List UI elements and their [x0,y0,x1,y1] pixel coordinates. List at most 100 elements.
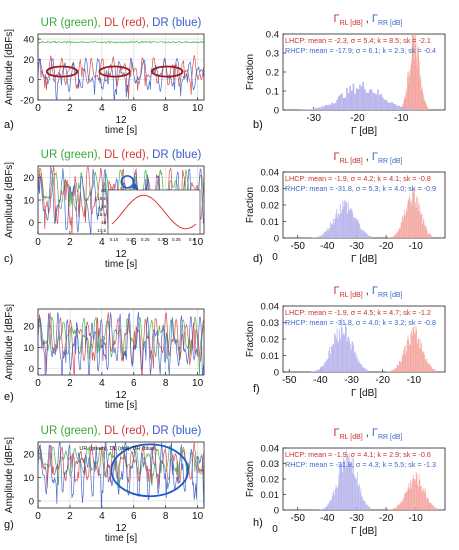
histogram-bar [327,358,329,372]
y-axis-label: Fraction [245,54,256,90]
histogram-bar [352,83,355,110]
histogram-bar [328,228,330,238]
y-tick-label: 0 [274,368,279,379]
plot-frame [37,441,205,509]
histogram-bar [326,105,329,110]
histogram-bar [425,103,427,110]
histogram-bar [403,349,405,372]
histogram-bar [431,504,432,510]
title-part: RR [dB] [378,292,403,299]
histogram-bar [403,218,404,238]
histogram-bar [329,502,330,510]
title-text: ΓRL [dB] , ΓRR [dB] [334,13,403,27]
histogram-bar [351,463,352,510]
histogram-bar [390,509,392,510]
histogram-bar [397,230,399,238]
panel-title: UR (green), DL (red), DR (blue) [41,425,202,437]
histogram-bar [424,359,426,372]
title-part: Γ [334,151,340,163]
histogram-bar [348,452,350,510]
series-line [38,442,204,508]
histogram-bar [427,107,429,110]
histogram-bar [425,226,427,238]
panel-title: ΓRL [dB] , ΓRR [dB] [334,285,403,299]
histogram-bar [414,44,416,110]
axes: -50 -40 -30 -20 -10 0 0.01 0.02 0.03 0.04 Fraction… [245,302,446,399]
histogram-bar [329,228,331,238]
histogram-bar [373,93,376,110]
histogram-bar [364,368,366,372]
histogram-bar [407,82,409,110]
histogram-bar [360,228,362,238]
histogram-bar [351,90,353,110]
x-tick-label: -50 [291,513,306,524]
histogram-bar [320,509,321,510]
histogram-bar [427,233,429,238]
histogram-bar [402,497,404,510]
histogram-bar [316,369,318,372]
histogram-rhcp [310,318,369,372]
x-tick-label: 2 [67,237,73,248]
histogram-bar [420,485,421,510]
histogram-bar [398,361,400,372]
histogram-bar [368,507,370,510]
title-part: RR [dB] [378,434,403,441]
histogram-bar [342,200,344,238]
title-text: ΓRL [dB] , ΓRR [dB] [334,285,403,299]
histogram-bar [318,236,320,238]
histogram-bar [359,84,361,110]
y-tick-label: 0 [274,234,279,245]
inset-x-tick: 0.15 [110,237,119,242]
histogram-bar [409,108,412,110]
histogram-bar [345,327,347,372]
histogram-bar [371,236,373,238]
legend-entry: RHCP: mean = -31.8, σ = 5.3; k = 4.0; sk… [285,184,436,193]
title-text: UR (green), DL (red), DR (blue) [41,425,202,437]
histogram-bar [338,340,340,372]
histogram-bar [328,503,330,510]
histogram-lhcp [385,325,437,372]
histogram-bar [434,507,435,510]
histogram-bar [433,506,435,510]
histogram-bar [410,200,412,238]
y-tick-label: 0.02 [261,201,280,212]
histogram-bar [349,85,352,110]
histogram-bar [423,488,424,510]
zoom-circle [120,175,135,189]
y-tick-label: 0.03 [261,459,280,470]
histogram-bar [354,477,356,510]
histogram-bar [336,487,338,510]
histogram-bar [364,501,366,510]
histogram-bar [406,208,408,238]
title-part: Γ [372,285,378,297]
histogram-bar [413,187,415,238]
histogram-bar [357,218,359,238]
histogram-bar [361,496,363,510]
histogram-bar [419,339,421,372]
histogram-bar [410,69,411,110]
histogram-bar [357,89,360,110]
histogram-bar [414,333,416,372]
histogram-bar [342,472,343,510]
histogram-bar [355,219,357,238]
histogram-bar [417,197,418,238]
histogram-bar [406,91,408,110]
histogram-bar [331,499,332,510]
histogram-bar [363,499,365,510]
x-axis-extra: 12 [115,523,127,534]
legend-entry: LHCP: mean = -1.9, σ = 4.2; k = 4.1; sk … [285,174,431,183]
y-axis-label: Fraction [245,461,256,497]
histogram-bar [430,365,432,372]
histogram-bar [330,353,331,372]
histogram-bar [359,363,361,372]
histogram-bar [411,63,412,110]
x-tick-label: -40 [320,513,335,524]
histogram-bar [323,233,325,238]
histogram-bar [360,364,362,372]
histogram-bar [403,103,404,110]
x-tick-label: 0 [35,103,41,114]
histogram-bar [411,482,413,510]
histogram-bar [368,235,369,238]
x-axis-label: time [s] [105,533,137,544]
